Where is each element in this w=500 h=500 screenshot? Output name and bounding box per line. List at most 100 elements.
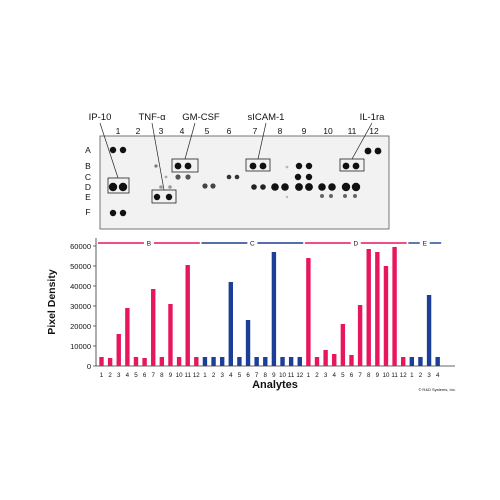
blot-col-3: 3 [159, 126, 164, 136]
blot-row-F: F [85, 207, 90, 217]
blot-membrane [99, 135, 390, 230]
blot-spot [295, 162, 303, 170]
callout-line-sicam1 [257, 122, 267, 160]
bar-D-7 [357, 305, 363, 366]
bar-B-1 [99, 357, 104, 366]
x-tick-label: 9 [169, 372, 173, 379]
blot-spot [168, 185, 172, 189]
blot-col-7: 7 [253, 126, 258, 136]
bar-D-4 [332, 354, 337, 366]
x-tick-label: 4 [229, 372, 233, 379]
bar-E-4 [435, 357, 440, 366]
bar-D-2 [314, 357, 320, 366]
blot-spot [174, 162, 182, 170]
x-axis-title: Analytes [252, 379, 298, 391]
x-tick-label: 11 [288, 372, 295, 379]
y-tick-label: 30000 [70, 302, 91, 311]
bar-D-10 [383, 266, 389, 366]
group-label-D: D [353, 241, 358, 248]
bar-B-5 [133, 357, 139, 366]
x-tick-label: 12 [193, 372, 200, 379]
blot-spot [119, 146, 127, 154]
x-tick-label: 7 [255, 372, 259, 379]
blot-row-D: D [85, 182, 91, 192]
bar-C-9 [271, 252, 277, 366]
blot-col-5: 5 [205, 126, 210, 136]
blot-spot [294, 173, 302, 181]
x-tick-label: 3 [220, 372, 224, 379]
y-tick-label: 40000 [70, 282, 91, 291]
callout-label-il1ra: IL-1ra [360, 112, 386, 123]
y-tick-label: 50000 [70, 262, 91, 271]
callout-label-gmcsf: GM-CSF [182, 112, 220, 123]
bar-E-2 [418, 357, 423, 366]
blot-col-1: 1 [116, 126, 121, 136]
group-label-B: B [147, 241, 151, 248]
blot-spot [328, 183, 336, 191]
x-tick-label: 2 [108, 372, 112, 379]
group-label-E: E [423, 241, 428, 248]
y-axis-ticks: 0 10000 20000 30000 40000 50000 60000 [70, 242, 96, 371]
bar-D-6 [349, 355, 354, 366]
blot-spot [153, 193, 161, 201]
x-tick-label: 2 [212, 372, 216, 379]
blot-spot [159, 185, 163, 189]
bar-C-4 [228, 282, 233, 366]
x-tick-label: 10 [279, 372, 286, 379]
blot-spot [305, 183, 313, 191]
blot-spot [285, 195, 289, 199]
x-tick-label: 5 [341, 372, 345, 379]
blot-spot [184, 162, 192, 170]
x-tick-label: 1 [100, 372, 104, 379]
x-tick-label: 4 [126, 372, 130, 379]
blot-row-C: C [85, 172, 91, 182]
blot-spot [165, 193, 173, 201]
callout-line-gmcsf [184, 122, 196, 160]
x-tick-label: 8 [264, 372, 268, 379]
bar-C-2 [211, 357, 216, 366]
blot-col-10: 10 [323, 126, 333, 136]
blot-spot [295, 183, 303, 191]
blot-spot [353, 194, 357, 198]
blot-spot [281, 183, 289, 191]
bar-D-9 [375, 252, 380, 366]
callout-line-tnfa [151, 122, 165, 191]
bar-B-4 [125, 308, 130, 366]
blot-spot [251, 184, 257, 190]
blot-spot [108, 182, 118, 192]
x-tick-label: 3 [427, 372, 431, 379]
blot-spot [249, 162, 257, 170]
x-tick-label: 9 [376, 372, 380, 379]
blot-spot [109, 209, 117, 217]
x-tick-label: 5 [238, 372, 242, 379]
blot-spot [185, 174, 191, 180]
group-bands: B C D E [98, 241, 442, 248]
bar-D-11 [392, 247, 397, 366]
blot-row-B: B [85, 161, 91, 171]
bar-C-12 [297, 357, 302, 366]
callout-label-tnfa: TNF-α [138, 112, 166, 123]
blot-spot [234, 174, 240, 180]
callout-label-ip10: IP-10 [89, 112, 112, 123]
blot-col-12: 12 [369, 126, 379, 136]
y-tick-label: 20000 [70, 322, 91, 331]
x-tick-label: 1 [203, 372, 207, 379]
blot-spot [305, 162, 313, 170]
blot-spot [154, 164, 158, 168]
x-tick-label: 8 [367, 372, 371, 379]
x-tick-label: 9 [272, 372, 276, 379]
callout-line-ip10 [99, 122, 119, 179]
blot-spot [320, 194, 324, 198]
x-tick-label: 5 [134, 372, 138, 379]
x-tick-label: 7 [358, 372, 362, 379]
bar-C-11 [288, 357, 294, 366]
x-tick-label: 10 [383, 372, 390, 379]
blot-spot [343, 194, 347, 198]
x-tick-label: 7 [151, 372, 155, 379]
blot-spot [226, 174, 232, 180]
bar-D-5 [340, 324, 346, 366]
blot-spot [175, 174, 181, 180]
blot-row-E: E [85, 192, 91, 202]
x-tick-label: 6 [143, 372, 147, 379]
